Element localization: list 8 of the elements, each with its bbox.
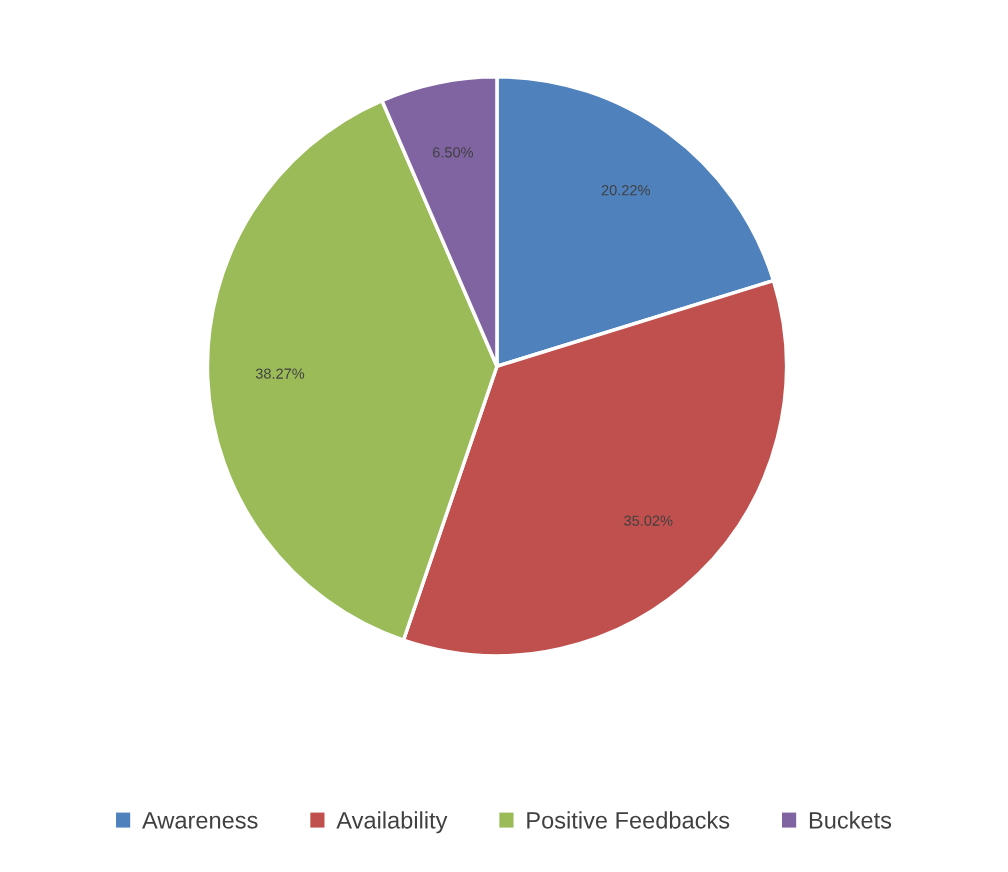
- legend-label: Positive Feedbacks: [527, 811, 730, 829]
- legend-label: Awareness: [142, 812, 258, 829]
- data-label: 20.22%: [601, 185, 650, 196]
- data-label: 35.02%: [624, 515, 673, 526]
- legend-label: Buckets: [809, 811, 892, 829]
- data-label: 6.50%: [432, 147, 474, 158]
- data-label: 38.27%: [255, 368, 305, 379]
- legend-label: Availability: [336, 811, 448, 834]
